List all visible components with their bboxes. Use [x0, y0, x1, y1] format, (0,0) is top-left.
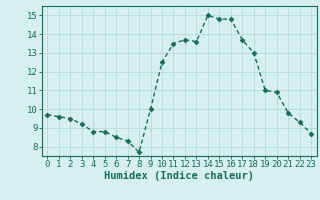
X-axis label: Humidex (Indice chaleur): Humidex (Indice chaleur): [104, 171, 254, 181]
